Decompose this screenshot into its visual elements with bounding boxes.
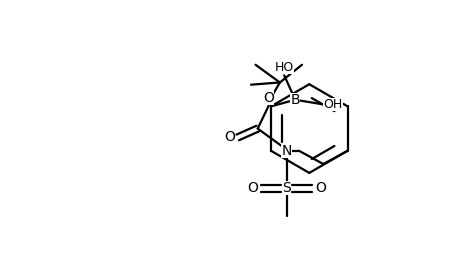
Text: OH: OH [323,98,342,111]
Text: S: S [282,181,291,196]
Text: HO: HO [274,61,294,74]
Text: O: O [247,181,258,196]
Text: O: O [315,181,325,196]
Text: O: O [224,130,235,144]
Text: B: B [291,93,300,107]
Text: N: N [281,144,292,158]
Text: O: O [263,90,274,105]
